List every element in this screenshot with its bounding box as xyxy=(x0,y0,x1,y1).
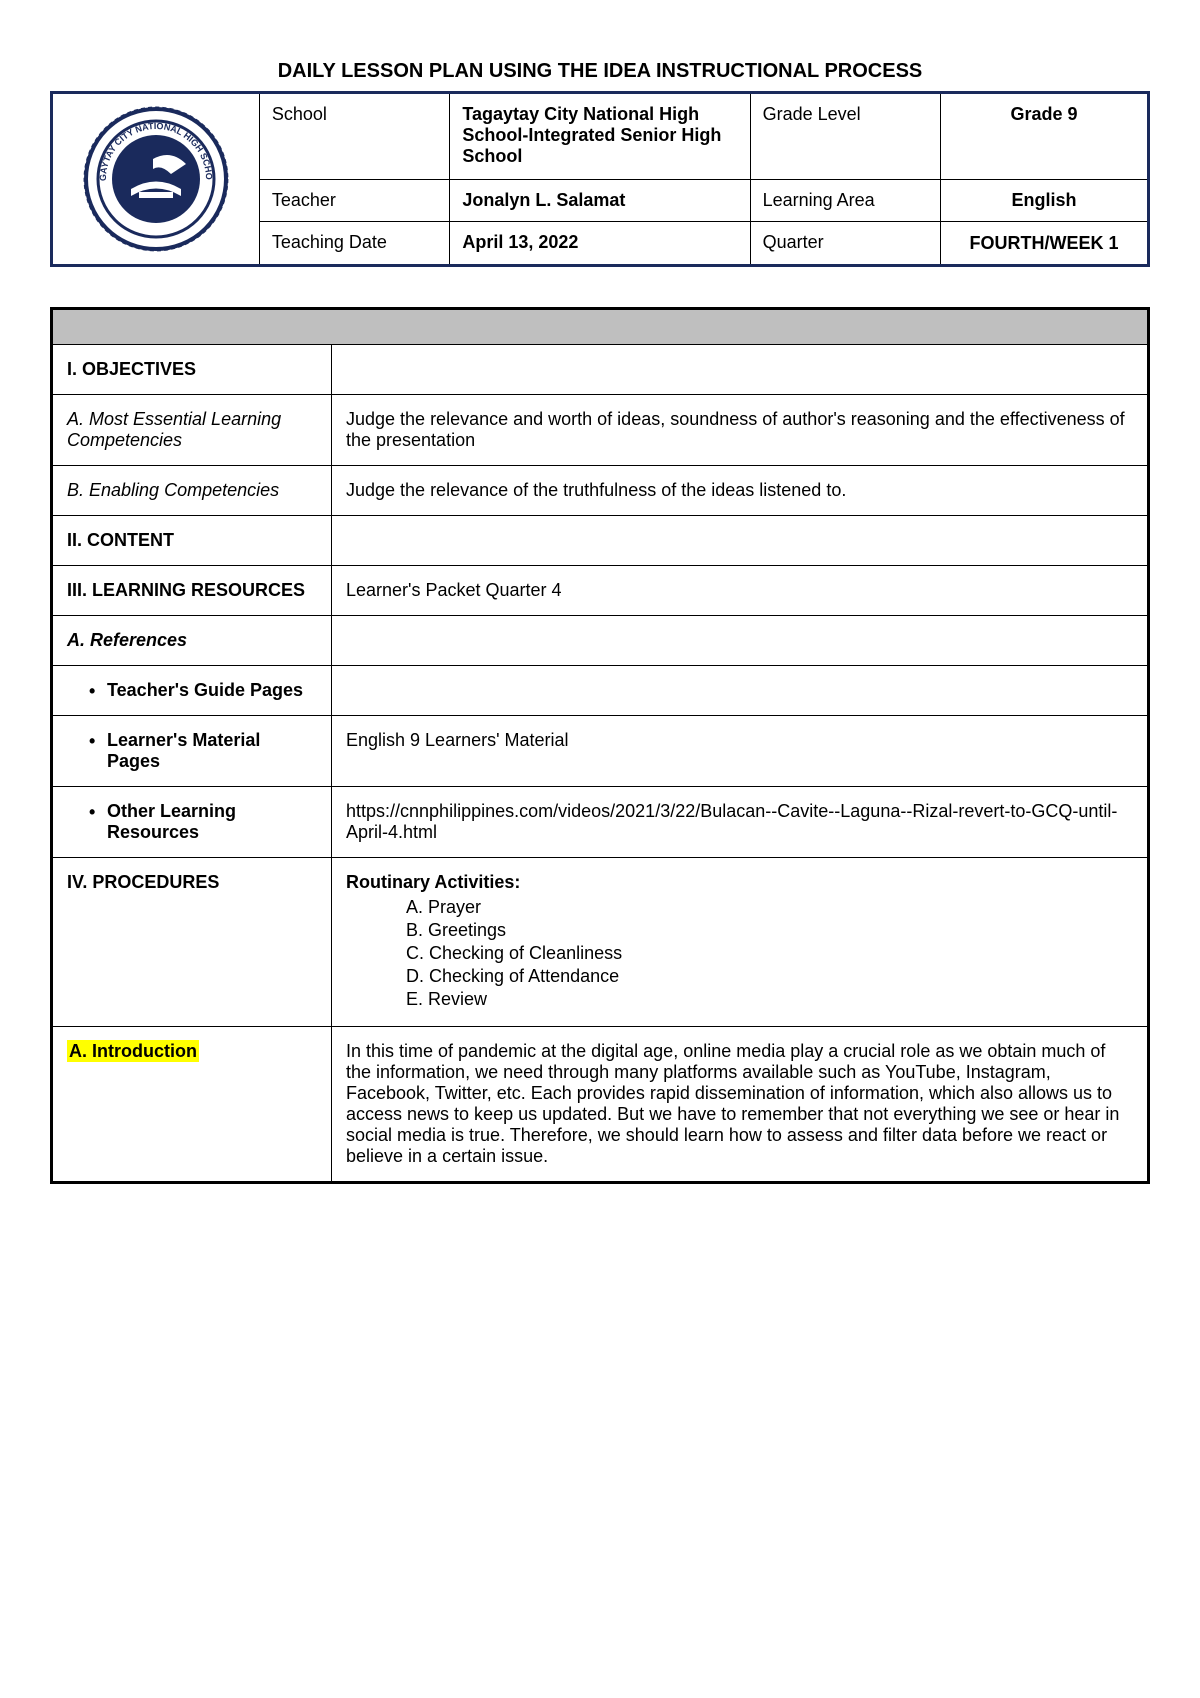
grade-level-label: Grade Level xyxy=(750,93,941,180)
header-table: TAGAYTAY CITY NATIONAL HIGH SCHOOL Schoo… xyxy=(50,91,1150,267)
school-label: School xyxy=(259,93,450,180)
references-label: A. References xyxy=(52,616,332,666)
learning-area-value: English xyxy=(941,179,1149,222)
lesson-plan-table: I. OBJECTIVES A. Most Essential Learning… xyxy=(50,307,1150,1184)
enabling-comp-label: B. Enabling Competencies xyxy=(52,466,332,516)
teacher-value: Jonalyn L. Salamat xyxy=(450,179,750,222)
content-label: II. CONTENT xyxy=(52,516,332,566)
routinary-item: E. Review xyxy=(406,989,1133,1010)
gray-divider xyxy=(52,309,1149,345)
introduction-text: In this time of pandemic at the digital … xyxy=(332,1027,1149,1183)
other-resources-label: Other Learning Resources xyxy=(89,801,317,843)
routinary-item: D. Checking of Attendance xyxy=(406,966,1133,987)
page-title: DAILY LESSON PLAN USING THE IDEA INSTRUC… xyxy=(50,60,1150,83)
other-resources-cell: Other Learning Resources xyxy=(52,787,332,858)
melc-value: Judge the relevance and worth of ideas, … xyxy=(332,395,1149,466)
melc-label: A. Most Essential Learning Competencies xyxy=(52,395,332,466)
introduction-label: A. Introduction xyxy=(67,1040,199,1062)
quarter-value: FOURTH/WEEK 1 xyxy=(941,222,1149,266)
learners-material-cell: Learner's Material Pages xyxy=(52,716,332,787)
school-logo-cell: TAGAYTAY CITY NATIONAL HIGH SCHOOL xyxy=(52,93,260,266)
resources-label: III. LEARNING RESOURCES xyxy=(52,566,332,616)
routinary-item: A. Prayer xyxy=(406,897,1133,918)
other-resources-value: https://cnnphilippines.com/videos/2021/3… xyxy=(332,787,1149,858)
routinary-item: B. Greetings xyxy=(406,920,1133,941)
learning-area-label: Learning Area xyxy=(750,179,941,222)
resources-value: Learner's Packet Quarter 4 xyxy=(332,566,1149,616)
content-value xyxy=(332,516,1149,566)
objectives-label: I. OBJECTIVES xyxy=(52,345,332,395)
routinary-item: C. Checking of Cleanliness xyxy=(406,943,1133,964)
teaching-date-label: Teaching Date xyxy=(259,222,450,266)
teacher-label: Teacher xyxy=(259,179,450,222)
learners-material-label: Learner's Material Pages xyxy=(89,730,317,772)
school-seal-icon: TAGAYTAY CITY NATIONAL HIGH SCHOOL xyxy=(81,104,231,254)
school-value: Tagaytay City National High School-Integ… xyxy=(450,93,750,180)
routinary-title: Routinary Activities: xyxy=(346,872,1133,893)
teachers-guide-cell: Teacher's Guide Pages xyxy=(52,666,332,716)
procedures-value: Routinary Activities: A. Prayer B. Greet… xyxy=(332,858,1149,1027)
objectives-value xyxy=(332,345,1149,395)
teachers-guide-label: Teacher's Guide Pages xyxy=(89,680,317,701)
quarter-label: Quarter xyxy=(750,222,941,266)
learners-material-value: English 9 Learners' Material xyxy=(332,716,1149,787)
routinary-list: A. Prayer B. Greetings C. Checking of Cl… xyxy=(406,897,1133,1010)
references-value xyxy=(332,616,1149,666)
teaching-date-value: April 13, 2022 xyxy=(450,222,750,266)
grade-level-value: Grade 9 xyxy=(941,93,1149,180)
enabling-comp-value: Judge the relevance of the truthfulness … xyxy=(332,466,1149,516)
procedures-label: IV. PROCEDURES xyxy=(52,858,332,1027)
teachers-guide-value xyxy=(332,666,1149,716)
introduction-label-cell: A. Introduction xyxy=(52,1027,332,1183)
